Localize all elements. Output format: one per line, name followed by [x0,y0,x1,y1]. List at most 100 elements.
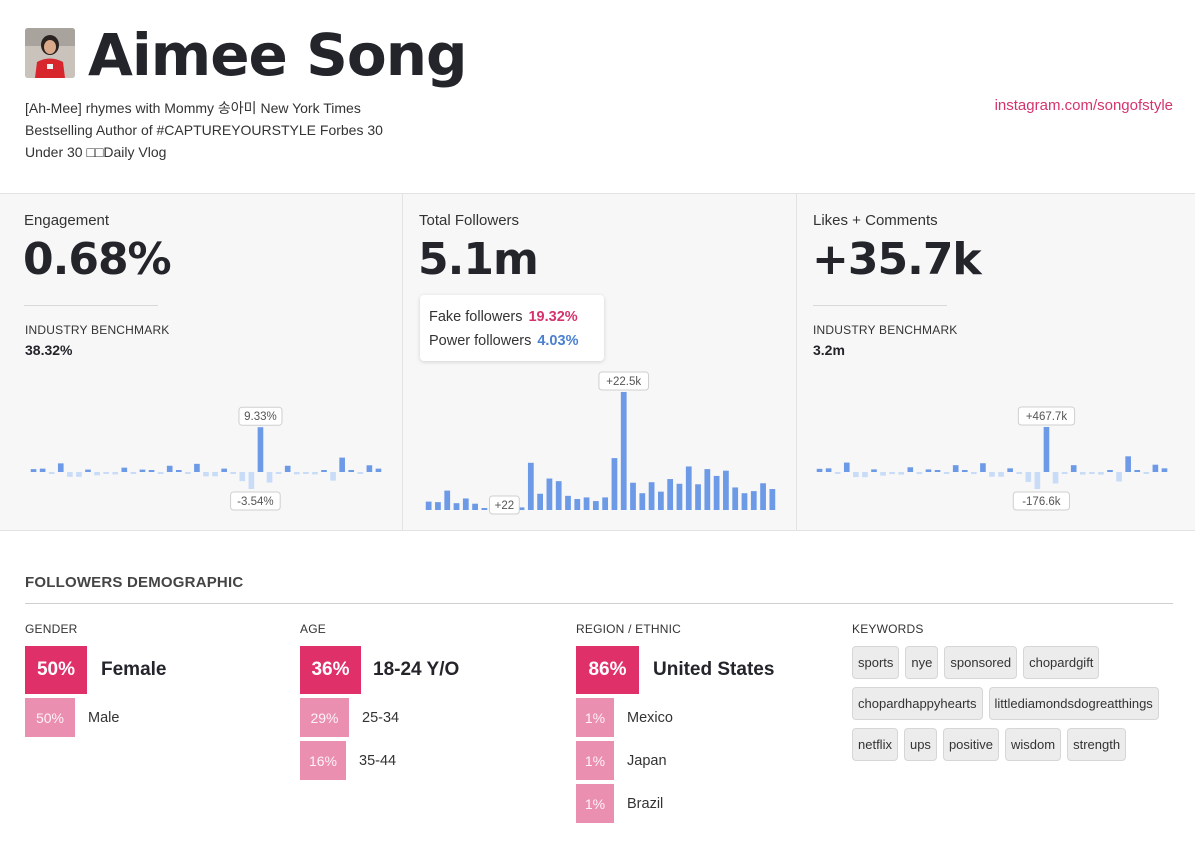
chart-bar [750,491,757,510]
keyword-tag[interactable]: sponsored [944,646,1018,679]
chart-bar [157,472,164,474]
chart-bar [1052,472,1059,484]
chart-bar [565,495,571,510]
percent-badge: 16% [300,741,346,780]
max-label-box [598,371,650,391]
likes-comments-value: +35.7k [812,234,982,285]
chart-bar [1007,468,1013,472]
chart-bar [203,472,209,477]
chart-bar [1043,426,1050,472]
chart-bar [1098,472,1104,475]
fake-followers-label: Fake followers [429,309,523,325]
age-range: 25-34 [362,709,400,726]
chart-bar [1125,456,1131,472]
region-name: United States [653,659,775,680]
age-range: 18-24 Y/O [373,659,460,680]
keyword-tag[interactable]: strength [1067,728,1127,761]
engagement-chart: 9.33% -3.54% [30,406,382,511]
chart-bar [103,472,109,474]
chart-bar [166,465,173,472]
followers-panel: Total Followers 5.1m Fake followers 19.32… [402,194,796,530]
chart-bar [862,472,868,478]
chart-bar [620,392,627,510]
keyword-tag[interactable]: chopardgift [1023,646,1100,679]
chart-bar [312,472,318,475]
chart-bar [630,482,636,510]
chart-bar [518,507,525,510]
chart-bar [239,472,246,482]
chart-bar [834,472,841,474]
keyword-tag[interactable]: netflix [852,728,898,761]
gender-column: GENDER 50% Female 50% Male [25,622,166,741]
chart-bar [611,458,618,510]
max-label-box [1017,406,1076,426]
chart-bar [989,472,995,477]
chart-bar [1152,464,1159,472]
percent-badge: 1% [576,784,614,823]
chart-bar [907,467,914,472]
chart-bar [1061,472,1068,474]
chart-bar [825,468,832,472]
engagement-value: 0.68% [23,234,172,285]
max-label: +467.7k [1026,411,1067,423]
keyword-tag[interactable]: positive [942,728,1000,761]
chart-bar [889,472,895,475]
chart-bar [853,472,859,478]
chart-bar [934,470,941,472]
chart-bar [112,472,119,475]
keyword-tag[interactable]: wisdom [1005,728,1062,761]
gender-name: Female [101,659,167,680]
power-followers-label: Power followers [429,333,532,349]
chart-bar [221,468,227,472]
chart-bar [1025,472,1032,482]
percent-badge: 29% [300,698,349,737]
chart-bar [583,497,590,510]
power-followers-value: 4.03% [537,333,579,349]
bio-line: Bestselling Author of #CAPTUREYOURSTYLE … [25,122,383,138]
chart-bar [76,472,82,477]
likes-comments-panel: Likes + Comments +35.7k INDUSTRY BENCHMA… [796,194,1195,530]
instagram-link[interactable]: instagram.com/songofstyle [994,97,1173,114]
gender-row: 50% Male [25,698,166,737]
keywords-column: KEYWORDS sports nye sponsored chopardgif… [852,622,1182,769]
min-label-box [1012,491,1070,511]
chart-bar [943,472,950,474]
bio-line: Under 30 □□Daily Vlog [25,144,167,160]
avatar[interactable] [25,28,75,78]
region-row: 1% Brazil [576,784,774,823]
region-name: Brazil [627,795,664,812]
keyword-tag[interactable]: littlediamondsdogreatthings [988,687,1159,720]
profile-name: Aimee Song [88,21,467,89]
chart-bar [676,483,683,510]
chart-bar [695,484,701,510]
min-label-box [488,495,520,515]
chart-bar [555,481,562,510]
divider [813,305,947,306]
chart-bar [39,468,46,472]
industry-benchmark-label: INDUSTRY BENCHMARK [25,323,170,337]
chart-bar [602,497,609,510]
chart-bar [284,465,291,472]
keyword-tag[interactable]: ups [903,728,937,761]
chart-bar [175,470,182,472]
region-column: REGION / ETHNIC 86% United States 1% Mex… [576,622,774,827]
age-column: AGE 36% 18-24 Y/O 29% 25-34 16% 35-44 [300,622,459,784]
chart-bar [1016,472,1023,474]
chart-bar [275,472,282,474]
keyword-tag[interactable]: chopardhappyhearts [852,687,983,720]
chart-bar [212,472,218,477]
chart-bar [85,469,91,472]
keyword-tag[interactable]: nye [905,646,939,679]
chart-bar [130,472,137,474]
chart-bar [546,478,553,510]
chart-bar [375,468,382,472]
chart-bar [898,472,905,475]
max-label: +22.5k [606,376,641,388]
chart-bar [425,501,432,510]
chart-bar [880,472,886,476]
region-row: 1% Japan [576,741,774,780]
divider [25,603,1173,604]
keyword-tag[interactable]: sports [852,646,900,679]
keyword-list: sports nye sponsored chopardgift chopard… [852,646,1172,769]
chart-bar [30,469,37,472]
